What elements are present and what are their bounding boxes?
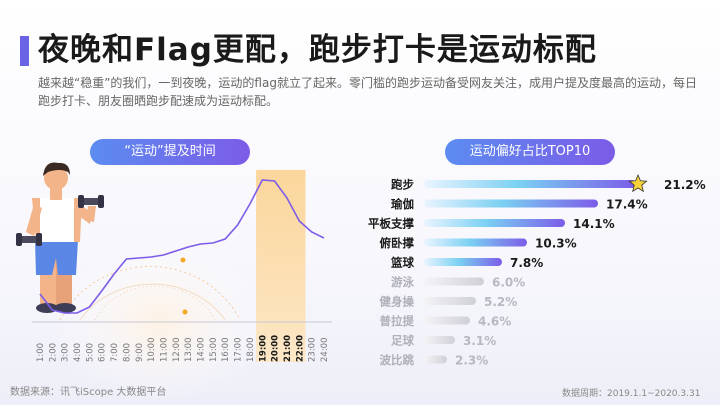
bar-value-label: 17.4% — [606, 198, 648, 212]
title-accent-bar — [20, 36, 29, 66]
x-tick-label: 13:00 — [184, 338, 194, 363]
x-tick-label: 24:00 — [320, 338, 330, 363]
data-period: 数据周期：2019.1.1~2020.3.31 — [562, 389, 701, 399]
x-tick-label: 5:00 — [85, 343, 95, 362]
bar — [424, 297, 476, 305]
x-tick-label: 8:00 — [122, 343, 132, 362]
bar-chart-title: 运动偏好占比TOP10 — [445, 139, 615, 165]
x-tick-label: 19:00 — [258, 335, 268, 362]
bar-value-label: 21.2% — [664, 178, 706, 192]
x-tick-label: 21:00 — [283, 335, 293, 362]
x-tick-label: 22:00 — [295, 335, 305, 362]
bar — [424, 258, 502, 266]
x-tick-label: 16:00 — [221, 338, 231, 363]
bar — [424, 180, 636, 188]
x-tick-label: 4:00 — [73, 343, 83, 362]
x-tick-label: 15:00 — [209, 338, 219, 363]
dot-decoration — [180, 257, 186, 263]
page-title: 夜晚和Flag更配，跑步打卡是运动标配 — [38, 32, 597, 68]
peak-hours-highlight — [256, 170, 306, 362]
x-tick-label: 9:00 — [135, 343, 145, 362]
arc-decoration — [79, 283, 226, 321]
bar-value-label: 2.3% — [455, 354, 488, 368]
bar-value-label: 7.8% — [510, 256, 543, 270]
bar — [424, 277, 484, 286]
arc-decoration — [59, 265, 241, 321]
x-tick-label: 18:00 — [246, 338, 256, 363]
bar-category-label: 普拉提 — [380, 314, 415, 328]
bar-value-label: 14.1% — [573, 217, 615, 231]
bar-value-label: 3.1% — [463, 334, 496, 348]
x-tick-label: 2:00 — [48, 343, 58, 362]
data-source: 数据来源：讯飞iScope 大数据平台 — [10, 387, 167, 398]
x-tick-label: 3:00 — [61, 343, 71, 362]
bar-category-label: 篮球 — [390, 256, 414, 270]
line-chart-title: “运动”提及时间 — [90, 139, 250, 165]
bar-category-label: 健身操 — [380, 295, 415, 309]
bar — [424, 336, 455, 344]
bar — [424, 316, 470, 325]
bar-value-label: 6.0% — [492, 276, 525, 290]
bar-category-label: 波比跳 — [380, 353, 415, 367]
x-tick-label: 6:00 — [98, 343, 108, 362]
bar-value-label: 4.6% — [478, 315, 511, 329]
page-subtitle: 越来越“稳重”的我们，一到夜晚，运动的flag就立了起来。零门槛的跑步运动备受网… — [38, 76, 697, 108]
line-series — [39, 179, 325, 314]
x-tick-label: 10:00 — [147, 338, 157, 363]
bar-category-label: 足球 — [391, 334, 414, 348]
bar-category-label: 游泳 — [391, 275, 414, 289]
bar-category-label: 俯卧撑 — [380, 236, 415, 250]
x-tick-label: 20:00 — [271, 335, 281, 362]
bar-category-label: 跑步 — [391, 178, 414, 192]
bar — [424, 199, 598, 208]
bar-category-label: 平板支撑 — [368, 217, 414, 231]
x-tick-label: 17:00 — [234, 338, 244, 363]
bar-category-label: 瑜伽 — [391, 197, 414, 211]
bar-value-label: 5.2% — [484, 295, 517, 309]
star-icon — [628, 173, 648, 193]
bar — [424, 355, 447, 364]
x-tick-label: 12:00 — [172, 338, 182, 363]
bar — [424, 219, 565, 227]
athlete-illustration — [16, 162, 104, 313]
x-tick-label: 11:00 — [160, 338, 170, 363]
arc-decoration — [94, 285, 216, 321]
bar — [424, 238, 527, 247]
dot-decoration — [182, 309, 188, 315]
x-tick-label: 23:00 — [308, 338, 318, 363]
x-tick-label: 7:00 — [110, 343, 120, 362]
x-tick-label: 1:00 — [36, 343, 46, 362]
x-tick-label: 14:00 — [197, 338, 207, 363]
bar-value-label: 10.3% — [535, 237, 577, 251]
